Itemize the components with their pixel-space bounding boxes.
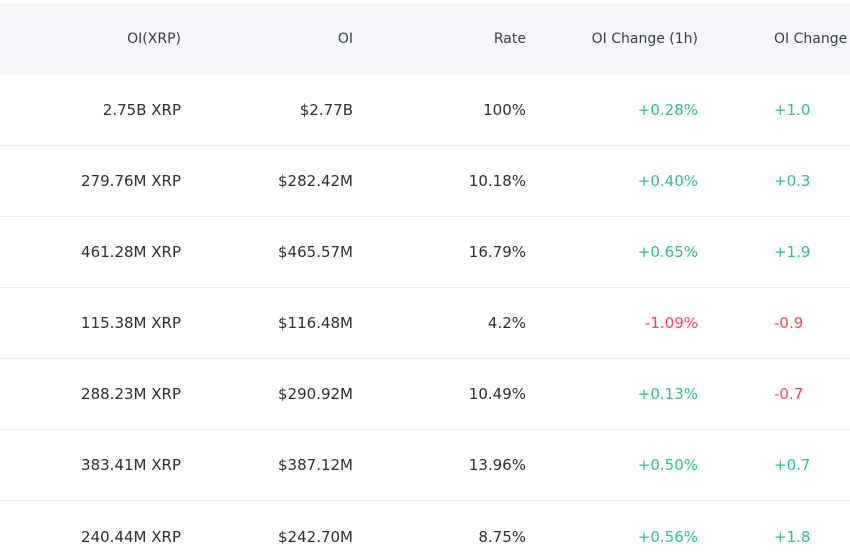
cell-oi-xrp: 279.76M XRP <box>81 172 181 190</box>
table-header: OI(XRP) OI Rate OI Change (1h) OI Change… <box>0 3 850 74</box>
cell-oi-xrp: 2.75B XRP <box>102 101 181 119</box>
cell-oi-change-1h: +0.28% <box>637 101 698 119</box>
cell-oi: $387.12M <box>278 456 353 474</box>
table-row[interactable]: 115.38M XRP $116.48M 4.2% -1.09% -0.9 <box>0 288 850 359</box>
header-oi-change-1h[interactable]: OI Change (1h) <box>591 30 698 47</box>
cell-oi-xrp: 115.38M XRP <box>81 314 181 332</box>
cell-oi: $290.92M <box>278 385 353 403</box>
cell-oi-change-2: +1.9 <box>774 243 811 261</box>
cell-oi: $116.48M <box>278 314 353 332</box>
cell-oi-change-2: +0.3 <box>774 172 811 190</box>
cell-oi: $242.70M <box>278 527 353 546</box>
cell-oi-change-1h: +0.50% <box>637 456 698 474</box>
cell-oi-xrp: 288.23M XRP <box>81 385 181 403</box>
cell-rate: 10.49% <box>468 385 526 403</box>
table-row[interactable]: 2.75B XRP $2.77B 100% +0.28% +1.0 <box>0 75 850 146</box>
cell-oi: $2.77B <box>299 101 353 119</box>
cell-oi-change-2: +1.0 <box>774 101 811 119</box>
cell-oi: $465.57M <box>278 243 353 261</box>
cell-rate: 10.18% <box>468 172 526 190</box>
header-oi-change-2[interactable]: OI Change ( <box>774 30 850 47</box>
cell-oi-change-1h: +0.40% <box>637 172 698 190</box>
cell-rate: 8.75% <box>478 527 526 546</box>
cell-oi-change-2: -0.7 <box>774 385 804 403</box>
cell-oi: $282.42M <box>278 172 353 190</box>
table-row[interactable]: 240.44M XRP $242.70M 8.75% +0.56% +1.8 <box>0 501 850 560</box>
header-oi[interactable]: OI <box>337 30 353 47</box>
cell-oi-xrp: 461.28M XRP <box>81 243 181 261</box>
cell-oi-xrp: 383.41M XRP <box>81 456 181 474</box>
cell-oi-change-1h: +0.65% <box>637 243 698 261</box>
cell-rate: 100% <box>483 101 526 119</box>
cell-oi-change-2: +1.8 <box>774 527 811 546</box>
cell-oi-change-1h: -1.09% <box>644 314 698 332</box>
cell-rate: 16.79% <box>468 243 526 261</box>
table-row[interactable]: 383.41M XRP $387.12M 13.96% +0.50% +0.7 <box>0 430 850 501</box>
cell-oi-change-2: -0.9 <box>774 314 804 332</box>
cell-oi-change-1h: +0.56% <box>637 527 698 546</box>
cell-oi-change-1h: +0.13% <box>637 385 698 403</box>
cell-oi-change-2: +0.7 <box>774 456 811 474</box>
cell-rate: 4.2% <box>487 314 526 332</box>
header-rate[interactable]: Rate <box>493 30 526 47</box>
header-oi-xrp[interactable]: OI(XRP) <box>127 30 181 47</box>
table-row[interactable]: 288.23M XRP $290.92M 10.49% +0.13% -0.7 <box>0 359 850 430</box>
table-row[interactable]: 279.76M XRP $282.42M 10.18% +0.40% +0.3 <box>0 146 850 217</box>
cell-rate: 13.96% <box>468 456 526 474</box>
table-row[interactable]: 461.28M XRP $465.57M 16.79% +0.65% +1.9 <box>0 217 850 288</box>
cell-oi-xrp: 240.44M XRP <box>81 527 181 546</box>
